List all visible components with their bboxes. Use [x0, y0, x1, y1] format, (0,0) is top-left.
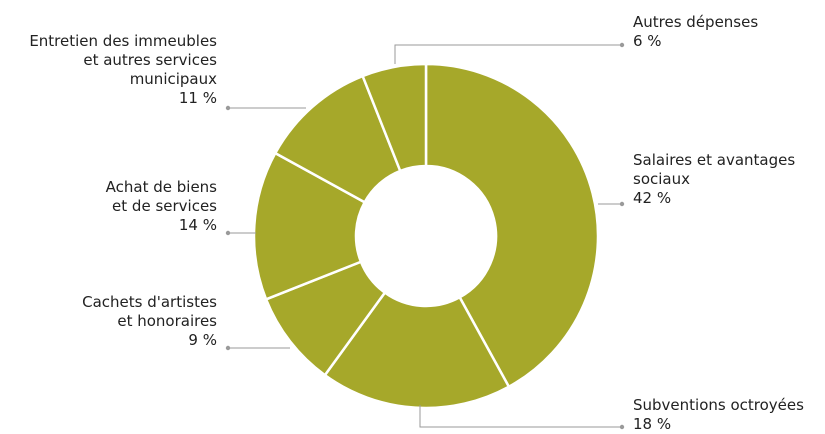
label-cachets-line2: et honoraires [117, 312, 217, 330]
label-autres: Autres dépenses 6 % [633, 13, 758, 51]
label-cachets-line1: Cachets d'artistes [82, 293, 217, 311]
label-subventions-value: 18 % [633, 415, 672, 433]
label-entretien-line3: municipaux [129, 70, 217, 88]
label-achat: Achat de biens et de services 14 % [106, 178, 217, 235]
slice-subventions [323, 290, 511, 410]
slice-achat [252, 151, 367, 301]
leader-salaires-dot [619, 201, 625, 207]
label-entretien-line1: Entretien des immeubles [29, 32, 217, 50]
slice-autres [361, 62, 428, 173]
label-autres-line1: Autres dépenses [633, 13, 759, 31]
slice-salaires [424, 62, 600, 389]
leader-entretien-dot [225, 105, 231, 111]
leader-cachets-dot [225, 345, 231, 351]
label-entretien-value: 11 % [178, 89, 217, 107]
label-salaires: Salaires et avantages sociaux 42 % [633, 151, 795, 208]
label-autres-value: 6 % [633, 32, 662, 50]
label-salaires-line1: Salaires et avantages [633, 151, 796, 169]
label-entretien-line2: et autres services [83, 51, 217, 69]
leader-achat-dot [225, 230, 231, 236]
label-achat-value: 14 % [178, 216, 217, 234]
label-achat-line2: et de services [112, 197, 217, 215]
label-entretien: Entretien des immeubles et autres servic… [29, 32, 217, 108]
leader-subventions-dot [619, 424, 625, 430]
leader-autres [394, 44, 622, 64]
label-subventions-line1: Subventions octroyées [633, 396, 804, 414]
label-cachets: Cachets d'artistes et honoraires 9 % [82, 293, 217, 350]
label-subventions: Subventions octroyées 18 % [633, 396, 804, 434]
label-cachets-value: 9 % [188, 331, 217, 349]
label-salaires-value: 42 % [633, 189, 672, 207]
leader-lines [225, 42, 625, 430]
leader-autres-dot [619, 42, 625, 48]
label-salaires-line2: sociaux [633, 170, 690, 188]
label-achat-line1: Achat de biens [105, 178, 217, 196]
donut-slices [252, 62, 600, 410]
leader-subventions [419, 405, 622, 428]
